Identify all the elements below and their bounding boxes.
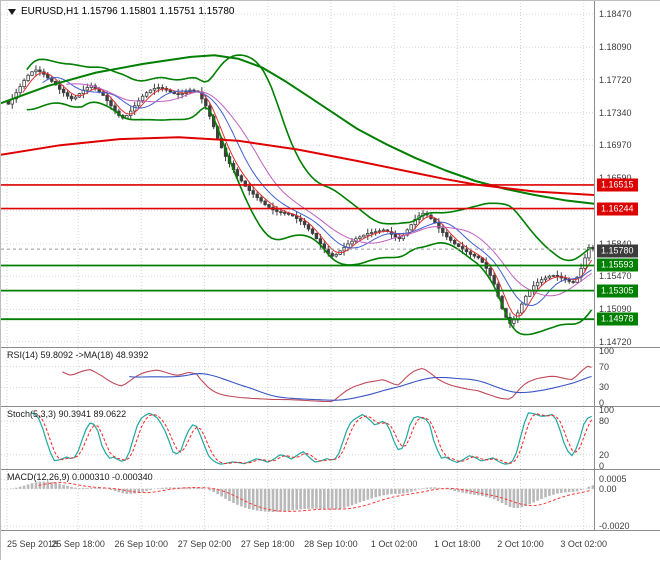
- chart-title: EURUSD,H1 1.15796 1.15801 1.15751 1.1578…: [8, 6, 235, 17]
- symbol-ohlc-title: EURUSD,H1 1.15796 1.15801 1.15751 1.1578…: [21, 6, 235, 17]
- time-axis[interactable]: [1, 531, 660, 561]
- macd-panel-title: MACD(12,26,9) 0.000310 -0.000340: [7, 472, 153, 482]
- rsi-panel-title: RSI(14) 59.8092 ->MA(18) 48.9392: [7, 350, 149, 360]
- stoch-panel-title: Stoch(5,3,3) 90.3941 89.0622: [7, 409, 127, 419]
- chart-icon: [8, 8, 16, 15]
- price-axis[interactable]: [595, 1, 660, 531]
